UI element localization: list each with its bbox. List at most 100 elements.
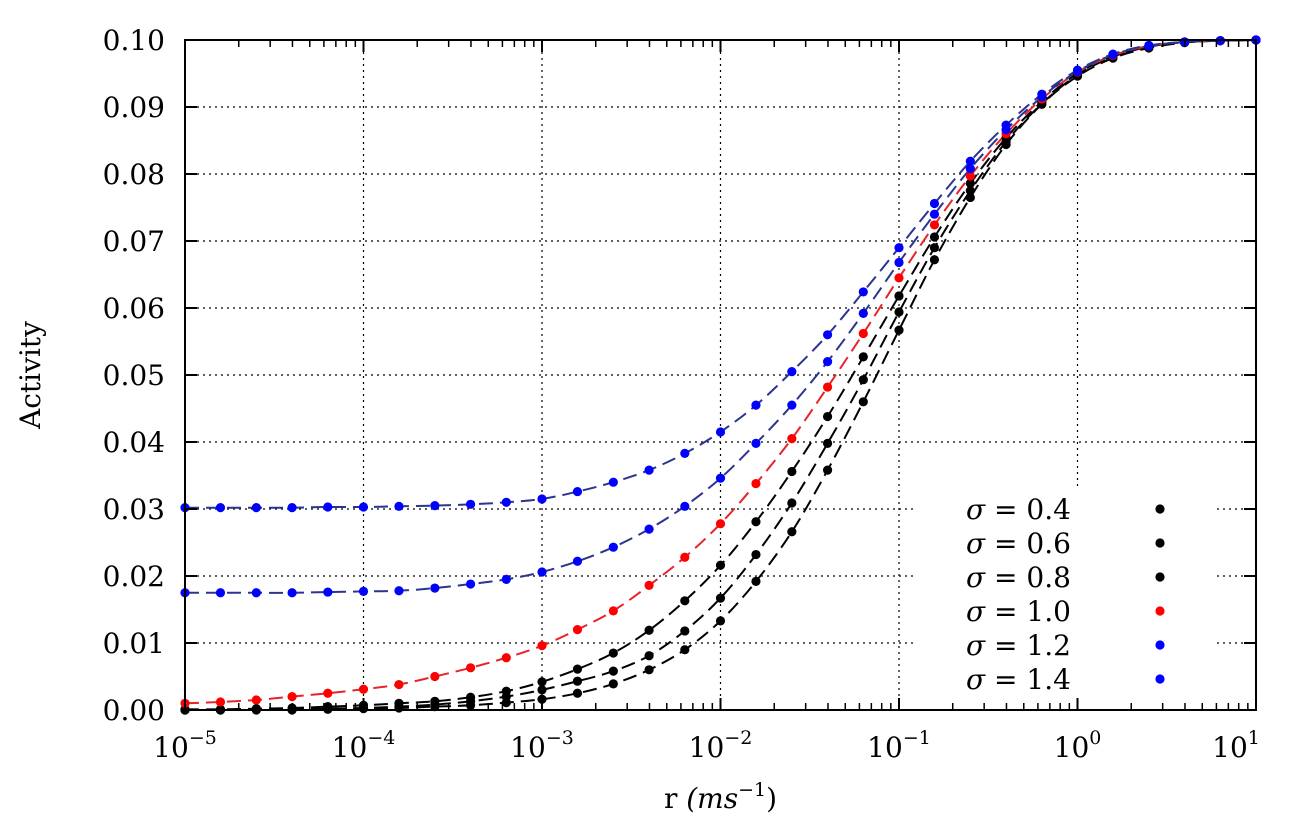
- data-point: [644, 465, 654, 475]
- data-point: [323, 587, 333, 597]
- data-point: [929, 220, 940, 230]
- data-point: [965, 192, 975, 203]
- data-point: [644, 580, 654, 590]
- data-point: [394, 679, 404, 690]
- data-point: [894, 325, 904, 335]
- data-point: [680, 552, 690, 562]
- data-point: [680, 645, 690, 655]
- x-tick-label: 10−4: [332, 727, 396, 764]
- data-point: [572, 664, 583, 674]
- data-point: [572, 486, 583, 497]
- data-point: [858, 287, 868, 297]
- data-point: [715, 593, 726, 603]
- data-point: [287, 503, 297, 513]
- x-tick-label: 10−2: [689, 727, 753, 764]
- data-point: [822, 330, 833, 340]
- y-tick-label: 0.03: [103, 493, 165, 526]
- data-point: [929, 243, 940, 253]
- data-point: [537, 685, 547, 695]
- legend-label: σ = 1.0: [966, 595, 1071, 628]
- y-tick-label: 0.10: [103, 24, 165, 57]
- axis-ticks: [184, 39, 1257, 711]
- legend-label: σ = 1.4: [966, 663, 1071, 696]
- data-point: [465, 579, 476, 589]
- data-point: [430, 696, 440, 706]
- data-point: [822, 357, 833, 367]
- y-tick-label: 0.02: [103, 560, 165, 593]
- data-point: [644, 665, 654, 675]
- data-point: [715, 560, 726, 570]
- x-tick-label: 10−5: [153, 727, 217, 764]
- data-point: [1144, 40, 1154, 50]
- data-point: [787, 498, 797, 508]
- data-point: [787, 466, 797, 477]
- legend-marker: [1155, 606, 1165, 616]
- data-point: [608, 477, 618, 487]
- y-tick-label: 0.07: [103, 225, 165, 258]
- data-point: [608, 679, 618, 689]
- data-point: [751, 478, 761, 489]
- data-point: [1072, 65, 1083, 75]
- data-point: [501, 686, 511, 696]
- data-point: [894, 243, 904, 253]
- x-tick-label: 100: [1054, 727, 1102, 764]
- legend: σ = 0.4σ = 0.6σ = 0.8σ = 1.0σ = 1.2σ = 1…: [966, 493, 1165, 696]
- data-point: [965, 171, 975, 181]
- data-point: [894, 273, 904, 283]
- data-point: [894, 257, 904, 268]
- data-point: [287, 588, 297, 598]
- data-point: [894, 291, 904, 301]
- data-point: [430, 501, 440, 511]
- data-point: [787, 367, 797, 377]
- data-point: [751, 517, 761, 527]
- data-point: [608, 666, 618, 676]
- data-point: [644, 524, 654, 534]
- y-axis-label: Activity: [14, 321, 47, 430]
- data-point: [394, 586, 404, 596]
- y-tick-label: 0.04: [103, 426, 165, 459]
- data-point: [501, 497, 511, 507]
- x-axis-label: r (ms−1): [664, 779, 777, 815]
- data-point: [537, 677, 547, 687]
- data-point: [323, 502, 333, 512]
- data-point: [287, 692, 297, 702]
- data-point: [537, 494, 547, 504]
- legend-background: [915, 488, 1215, 698]
- data-point: [929, 232, 940, 242]
- data-point: [680, 448, 690, 458]
- x-tick-labels: 10−5 10−4 10−3 10−2 10−1 100 101: [153, 727, 1260, 764]
- data-point: [394, 501, 404, 511]
- y-tick-label: 0.05: [103, 359, 165, 392]
- data-point: [608, 606, 618, 616]
- data-point: [751, 438, 761, 448]
- data-point: [572, 625, 583, 635]
- data-point: [215, 588, 226, 598]
- data-point: [465, 663, 476, 673]
- data-point: [715, 616, 726, 626]
- data-point: [715, 473, 726, 483]
- data-point: [787, 400, 797, 410]
- data-point: [965, 178, 975, 188]
- data-point: [251, 588, 261, 598]
- data-point: [787, 527, 797, 537]
- y-tick-label: 0.01: [103, 627, 165, 660]
- data-point: [715, 427, 726, 437]
- data-point: [572, 688, 583, 698]
- x-tick-label: 10−1: [867, 727, 931, 764]
- y-tick-label: 0.00: [103, 694, 165, 727]
- data-point: [608, 648, 618, 658]
- data-point: [251, 704, 261, 714]
- legend-marker: [1155, 640, 1165, 650]
- data-point: [394, 698, 404, 708]
- data-point: [501, 574, 511, 584]
- data-point: [465, 499, 476, 509]
- data-point: [680, 596, 690, 606]
- legend-label: σ = 0.4: [966, 493, 1071, 526]
- data-point: [822, 382, 833, 392]
- data-point: [858, 397, 868, 407]
- y-tick-label: 0.06: [103, 292, 165, 325]
- data-point: [430, 583, 440, 593]
- data-point: [751, 549, 761, 560]
- x-tick-label: 101: [1212, 727, 1260, 764]
